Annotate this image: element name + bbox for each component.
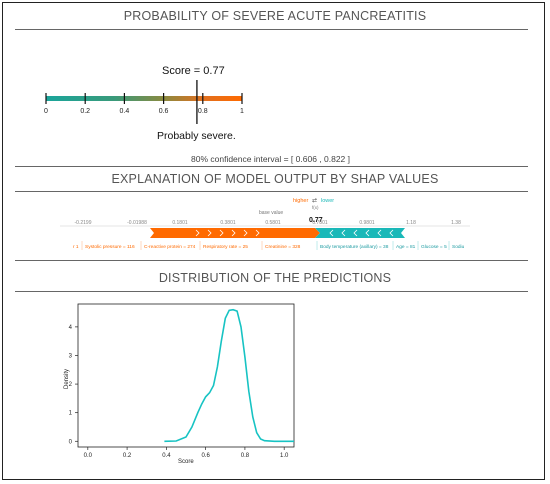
y-tick-label: 4 <box>69 325 73 331</box>
x-tick-label: 0.0 <box>84 453 93 459</box>
gauge-bar <box>46 96 242 101</box>
shap-axis-tick: -0.01988 <box>127 220 147 226</box>
legend-higher: higher <box>293 198 308 204</box>
x-tick-label: 0.2 <box>123 453 132 459</box>
shap-negative-feature-label: Sodiu <box>452 244 465 250</box>
density-line <box>164 308 294 443</box>
score-label: Score = 0.77 <box>162 65 225 77</box>
y-tick-label: 3 <box>69 353 73 359</box>
shap-negative-feature-label: Glucose = 5 <box>421 244 447 250</box>
probability-section-title: PROBABILITY OF SEVERE ACUTE PANCREATITIS <box>123 9 427 23</box>
fx-label: f(x) <box>312 205 319 210</box>
section-divider <box>15 291 528 292</box>
shap-chevron <box>389 229 394 237</box>
x-tick-label: 0.4 <box>162 453 171 459</box>
shap-chevron <box>255 229 260 237</box>
gauge-tick-label: 0 <box>44 108 48 115</box>
section-divider <box>15 29 528 30</box>
shap-chevron <box>353 229 358 237</box>
shap-chevron <box>243 229 248 237</box>
shap-axis-tick: 0.3801 <box>220 220 236 226</box>
y-tick-label: 0 <box>69 439 73 445</box>
legend-arrows-icon: ⇄ <box>312 197 317 204</box>
shap-negative-feature-label: Age = 81 <box>396 244 416 250</box>
gauge-tick-label: 1 <box>240 108 244 115</box>
shap-chevron <box>365 229 370 237</box>
plot-area <box>77 303 295 448</box>
fx-value: 0.77 <box>309 217 323 224</box>
shap-positive-feature-label: Respiratory rate = 25 <box>203 244 248 250</box>
shap-axis-tick: 0.1801 <box>172 220 188 226</box>
section-divider <box>15 260 528 261</box>
gauge-tick-label: 0.8 <box>198 108 208 115</box>
shap-chevron <box>231 229 236 237</box>
shap-axis-tick: 0.7801 <box>312 220 328 226</box>
shap-positive-feature-label: C-reactive protein = 274 <box>144 244 196 250</box>
shap-positive-feature-label: Creatinine = 328 <box>265 244 301 250</box>
shap-chevron <box>377 229 382 237</box>
shap-axis-tick: 0.9801 <box>359 220 375 226</box>
legend-lower: lower <box>321 198 334 204</box>
gauge-tick-label: 0.2 <box>80 108 90 115</box>
window-frame <box>2 2 545 480</box>
shap-chevron <box>195 229 200 237</box>
distribution-section-title: DISTRIBUTION OF THE PREDICTIONS <box>158 271 392 285</box>
gauge-tick-label: 0.4 <box>120 108 130 115</box>
shap-negative-feature-label: Body temperature (axillary) = 38 <box>320 244 389 250</box>
explanation-section-title: EXPLANATION OF MODEL OUTPUT BY SHAP VALU… <box>111 172 439 186</box>
shap-axis-tick: 1.18 <box>406 220 416 226</box>
y-tick-label: 1 <box>69 411 73 417</box>
x-tick-label: 0.8 <box>241 453 250 459</box>
shap-positive-feature-label: r 1 <box>73 244 79 250</box>
y-tick-label: 2 <box>69 382 73 388</box>
score-gauge: 0 0.2 0.4 0.6 0.8 1 <box>44 80 244 124</box>
shap-positive-feature-label: Systolic pressure = 116 <box>85 244 135 250</box>
shap-chevron <box>219 229 224 237</box>
shap-chevron <box>341 229 346 237</box>
x-axis-label: Score <box>178 459 194 465</box>
section-divider <box>15 191 528 192</box>
shap-axis-tick: -0.2199 <box>75 220 92 226</box>
shap-axis-tick: 1.38 <box>451 220 461 226</box>
gauge-tick-label: 0.6 <box>159 108 169 115</box>
shap-chevron <box>329 229 334 237</box>
negative-force-bar <box>315 228 405 238</box>
x-tick-label: 1.0 <box>280 453 289 459</box>
x-tick-label: 0.6 <box>201 453 210 459</box>
shap-chevron <box>207 229 212 237</box>
confidence-interval: 80% confidence interval = [ 0.606 , 0.82… <box>191 154 351 164</box>
verdict-text: Probably severe. <box>157 130 236 142</box>
shap-force-plot: higher ⇄ lower f(x) base value 0.77 -0.2… <box>60 197 470 250</box>
base-value-label: base value <box>259 210 283 216</box>
section-divider <box>15 166 528 167</box>
y-axis-label: Density <box>64 369 70 389</box>
shap-axis-tick: 0.5801 <box>265 220 281 226</box>
gauge-ticks <box>45 93 243 104</box>
